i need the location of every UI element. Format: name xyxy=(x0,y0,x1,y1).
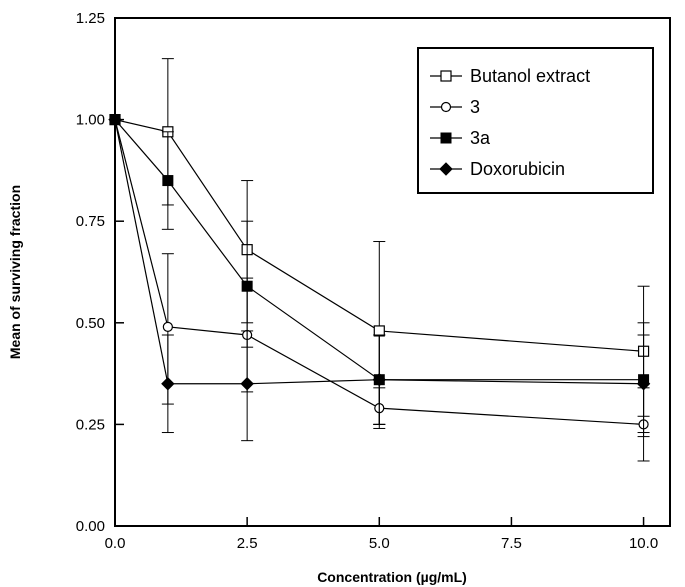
plot-frame xyxy=(114,17,671,527)
data-point xyxy=(240,377,254,391)
legend-label: Doxorubicin xyxy=(470,159,565,179)
legend-label: Butanol extract xyxy=(470,66,590,86)
legend-marker xyxy=(440,132,452,144)
data-point xyxy=(162,175,174,187)
y-tick-label: 0.00 xyxy=(76,518,105,535)
series-4 xyxy=(108,112,651,442)
legend-marker xyxy=(440,101,452,113)
y-tick-label: 0.50 xyxy=(76,315,105,332)
legend-items: Butanol extract 3 3a Doxorubicin xyxy=(430,66,590,179)
y-tick-label: 0.75 xyxy=(76,213,105,230)
data-point xyxy=(636,377,651,391)
data-point xyxy=(161,377,175,391)
data-point xyxy=(241,280,253,292)
x-tick-label: 0.0 xyxy=(105,535,126,552)
axis-ticks: 0.0 2.5 5.0 7.5 10.0 0.00 0.25 0.50 0.75 1.00 1.25 xyxy=(76,10,658,552)
legend-label: 3a xyxy=(470,128,491,148)
data-point xyxy=(162,321,173,332)
x-tick-label: 10.0 xyxy=(629,535,658,552)
series-layer xyxy=(108,58,651,462)
x-tick-label: 7.5 xyxy=(501,535,522,552)
data-point xyxy=(108,112,122,127)
legend-label: 3 xyxy=(470,97,480,117)
legend: Butanol extract 3 3a Doxorubicin xyxy=(417,47,654,194)
y-tick-label: 1.00 xyxy=(76,112,105,129)
y-tick-label: 1.25 xyxy=(76,10,105,27)
y-axis-title: Mean of surviving fraction xyxy=(7,185,23,359)
legend-marker xyxy=(440,70,452,82)
y-tick-label: 0.25 xyxy=(76,416,105,433)
data-point xyxy=(373,325,385,337)
x-tick-label: 5.0 xyxy=(369,535,390,552)
x-tick-label: 2.5 xyxy=(237,535,258,552)
data-point xyxy=(372,372,386,387)
x-axis-title: Concentration (µg/mL) xyxy=(317,569,467,585)
legend-marker xyxy=(439,162,453,176)
